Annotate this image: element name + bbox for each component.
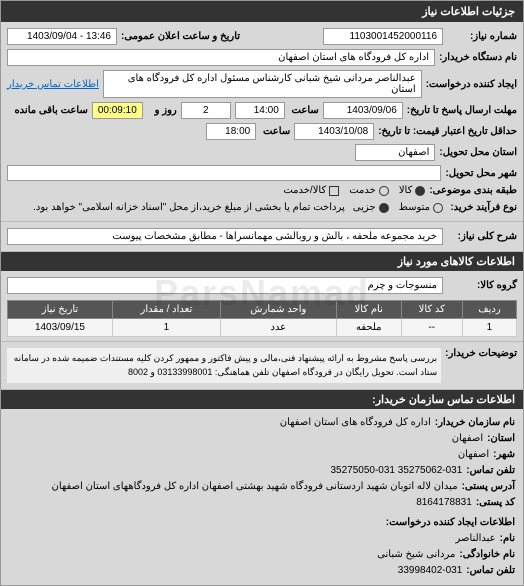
cell-unit: عدد [220,319,336,337]
cell-date: 1403/09/15 [8,319,113,337]
th-qty: تعداد / مقدار [112,301,220,319]
price-validity-time-label: ساعت [260,126,290,137]
remaining-time: 00:09:10 [92,102,143,119]
description-label: شرح کلی نیاز: [447,231,517,242]
payment-text: پرداخت تمام یا بخشی از مبلغ خرید،از محل … [29,200,349,215]
contact-phone2: 33998402-031 [398,563,463,579]
radio-icon [379,186,389,196]
main-container: جزئیات اطلاعات نیاز شماره نیاز: 11030014… [0,0,524,586]
need-number-label: شماره نیاز: [447,31,517,42]
province-label: استان محل تحویل: [439,147,517,158]
contact-city: اصفهان [458,447,489,463]
cell-row: 1 [462,319,516,337]
contact-postal-label: کد پستی: [476,495,515,511]
th-date: تاریخ نیاز [8,301,113,319]
contact-surname: مردانی شیخ شبانی [377,547,455,563]
th-name: نام کالا [336,301,401,319]
deadline-time: 14:00 [235,102,285,119]
cell-code: -- [401,319,462,337]
cell-name: ملحفه [336,319,401,337]
buyer-org-label: نام دستگاه خریدار: [439,52,517,63]
cell-qty: 1 [112,319,220,337]
price-validity-label: حداقل تاریخ اعتبار قیمت: تا تاریخ: [378,126,517,137]
th-code: کد کالا [401,301,462,319]
radio-both-label: کالا/خدمت [283,185,326,196]
contact-province-label: استان: [487,431,515,447]
table-row: 1 -- ملحفه عدد 1 1403/09/15 [8,319,517,337]
contact-province: اصفهان [452,431,483,447]
radio-service-label: خدمت [349,185,376,196]
contact-phone: 35275062-031 35275050-031 [330,463,462,479]
announce-datetime-value: 13:46 - 1403/09/04 [7,28,117,45]
radio-icon [415,186,425,196]
remaining-label: ساعت باقی مانده [14,105,87,116]
table-header-row: ردیف کد کالا نام کالا واحد شمارش تعداد /… [8,301,517,319]
creator-value: عبدالناصر مردانی شیخ شبانی کارشناس مسئول… [103,70,422,98]
goods-header: اطلاعات کالاهای مورد نیاز [1,252,523,271]
contact-org: اداره کل فرودگاه های استان اصفهان [280,415,431,431]
classification-label: طبقه بندی موضوعی: [429,185,517,196]
th-unit: واحد شمارش [220,301,336,319]
radio-icon [433,203,443,213]
contact-address: میدان لاله اتوبان شهید اردستانی فرودگاه … [51,479,457,495]
buyer-desc-text: بررسی پاسخ مشروط به ارائه پیشنهاد فنی،ما… [7,348,441,383]
days-label: روز و [147,105,177,116]
contact-address-label: آدرس پستی: [462,479,515,495]
page-header: جزئیات اطلاعات نیاز [1,1,523,22]
classification-radios: کالا خدمت کالا/خدمت [283,185,425,196]
contact-name: عبدالناصر [456,531,496,547]
contact-phone2-label: تلفن تماس: [466,563,515,579]
buyer-org-value: اداره کل فرودگاه های استان اصفهان [7,49,435,66]
contact-section: نام سازمان خریدار:اداره کل فرودگاه های ا… [1,409,523,585]
province-value: اصفهان [355,144,435,161]
contact-city-label: شهر: [493,447,515,463]
deadline-time-label: ساعت [289,105,319,116]
checkbox-icon [329,186,339,196]
radio-partial[interactable]: جزیی [353,202,389,213]
radio-medium[interactable]: متوسط [399,202,443,213]
goods-table: ردیف کد کالا نام کالا واحد شمارش تعداد /… [7,300,517,337]
buyer-desc-label: توضیحات خریدار: [445,348,517,359]
city-label: شهر محل تحویل: [445,168,517,179]
radio-both[interactable]: کالا/خدمت [283,185,339,196]
radio-goods-label: کالا [399,185,413,196]
price-validity-date: 1403/10/08 [294,123,374,140]
days-value: 2 [181,102,231,119]
city-value [7,165,441,181]
th-row: ردیف [462,301,516,319]
radio-goods[interactable]: کالا [399,185,426,196]
deadline-date: 1403/09/06 [323,102,403,119]
creator-label: ایجاد کننده درخواست: [426,79,517,90]
price-validity-time: 18:00 [206,123,256,140]
contact-org-label: نام سازمان خریدار: [435,415,515,431]
contact-phone-label: تلفن تماس: [466,463,515,479]
radio-icon [379,203,389,213]
contact-name-label: نام: [500,531,515,547]
radio-medium-label: متوسط [399,202,430,213]
radio-service[interactable]: خدمت [349,185,389,196]
contact-postal: 8164178831 [416,495,472,511]
contact-header: اطلاعات تماس سازمان خریدار: [1,390,523,409]
goods-group-label: گروه کالا: [447,280,517,291]
creator-info-title: اطلاعات ایجاد کننده درخواست: [386,515,515,531]
contact-link[interactable]: اطلاعات تماس خریدار [7,79,99,90]
deadline-label: مهلت ارسال پاسخ تا تاریخ: [407,105,517,116]
payment-radios: متوسط جزیی [353,202,443,213]
announce-datetime-label: تاریخ و ساعت اعلان عمومی: [121,31,240,42]
need-number-value: 1103001452000116 [323,28,443,45]
contact-surname-label: نام خانوادگی: [459,547,515,563]
payment-label: نوع فرآیند خرید: [447,202,517,213]
radio-partial-label: جزیی [353,202,376,213]
description-value: خرید مجموعه ملحفه ، بالش و روبالشی مهمان… [7,228,443,245]
goods-group-value: منسوجات و چرم [7,277,443,294]
